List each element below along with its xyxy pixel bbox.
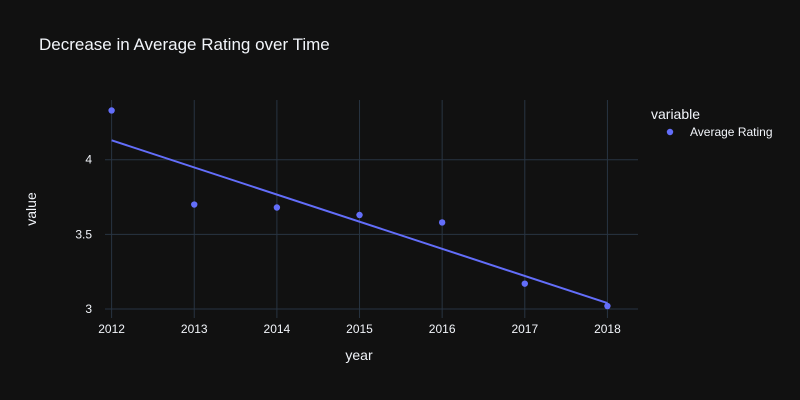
data-point[interactable] xyxy=(356,211,363,219)
grid-layer xyxy=(105,100,638,318)
legend-marker xyxy=(666,128,674,136)
x-tick-label: 2014 xyxy=(264,322,291,336)
x-tick-label: 2013 xyxy=(181,322,208,336)
legend-items[interactable]: Average Rating xyxy=(666,125,773,139)
data-point[interactable] xyxy=(604,302,611,310)
chart-title: Decrease in Average Rating over Time xyxy=(39,35,330,54)
x-tick-label: 2018 xyxy=(594,322,621,336)
data-point[interactable] xyxy=(273,204,281,211)
x-tick-label: 2017 xyxy=(511,322,538,336)
legend-title: variable xyxy=(651,106,700,122)
y-tick-label: 4 xyxy=(85,153,92,167)
data-point[interactable] xyxy=(108,107,115,114)
legend[interactable]: variable Average Rating xyxy=(651,106,773,139)
data-point[interactable] xyxy=(521,280,528,287)
y-tick-label: 3 xyxy=(85,302,92,316)
x-tick-label: 2016 xyxy=(429,322,456,336)
data-point[interactable] xyxy=(438,219,446,226)
y-tick-label: 3.5 xyxy=(75,227,92,241)
y-tick-labels: 33.54 xyxy=(75,153,92,316)
legend-item-label[interactable]: Average Rating xyxy=(690,125,773,139)
points-layer xyxy=(108,107,611,310)
x-axis-title: year xyxy=(345,347,373,363)
x-tick-label: 2012 xyxy=(98,322,125,336)
x-tick-labels: 2012 2013 2014 2015 2016 2017 2018 xyxy=(98,322,621,336)
trendline xyxy=(111,139,608,305)
data-point[interactable] xyxy=(191,201,198,208)
x-tick-label: 2015 xyxy=(346,322,373,336)
trendline-layer xyxy=(111,139,608,305)
y-axis-title: value xyxy=(23,192,39,226)
